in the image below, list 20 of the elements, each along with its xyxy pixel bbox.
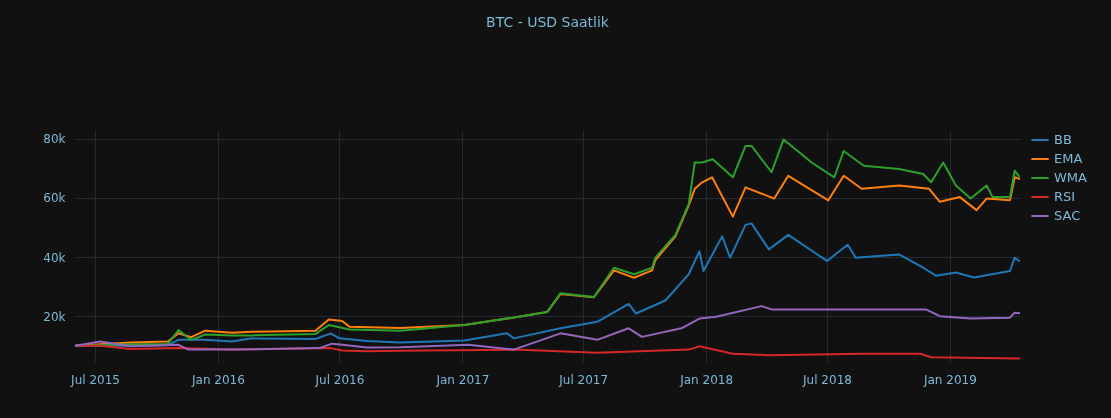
- x-tick-label: Jan 2018: [679, 372, 734, 387]
- x-tick-label: Jan 2019: [922, 372, 977, 387]
- x-tick-label: Jul 2017: [558, 372, 609, 387]
- x-tick-label: Jan 2017: [435, 372, 490, 387]
- legend-label: EMA: [1054, 151, 1083, 166]
- y-tick-label: 40k: [43, 250, 66, 265]
- legend-label: RSI: [1054, 189, 1076, 204]
- legend-label: BB: [1054, 132, 1072, 147]
- x-tick-label: Jul 2016: [314, 372, 365, 387]
- line-series: [75, 344, 1020, 360]
- y-tick-label: 60k: [43, 191, 66, 206]
- x-tick-label: Jan 2016: [190, 372, 245, 387]
- y-tick-label: 20k: [43, 309, 66, 324]
- legend-label: WMA: [1054, 170, 1088, 185]
- chart-title: BTC - USD Saatlik: [486, 14, 610, 30]
- x-tick-label: Jul 2018: [802, 372, 852, 387]
- x-tick-label: Jul 2015: [70, 372, 120, 387]
- y-tick-label: 80k: [43, 132, 66, 147]
- line-series: [75, 305, 1020, 351]
- legend-label: SAC: [1054, 208, 1081, 223]
